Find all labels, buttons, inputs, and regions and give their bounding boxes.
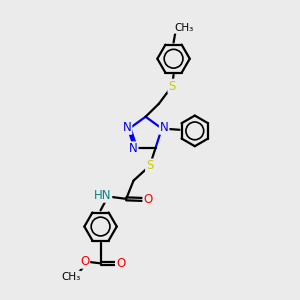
Text: CH₃: CH₃ (61, 272, 80, 282)
Text: O: O (116, 257, 125, 270)
Text: O: O (80, 255, 89, 268)
Text: N: N (123, 121, 131, 134)
Text: N: N (129, 142, 138, 155)
Text: S: S (146, 159, 153, 172)
Text: CH₃: CH₃ (175, 23, 194, 33)
Text: HN: HN (94, 189, 111, 202)
Text: O: O (143, 193, 153, 206)
Text: N: N (160, 121, 169, 134)
Text: S: S (168, 80, 176, 93)
